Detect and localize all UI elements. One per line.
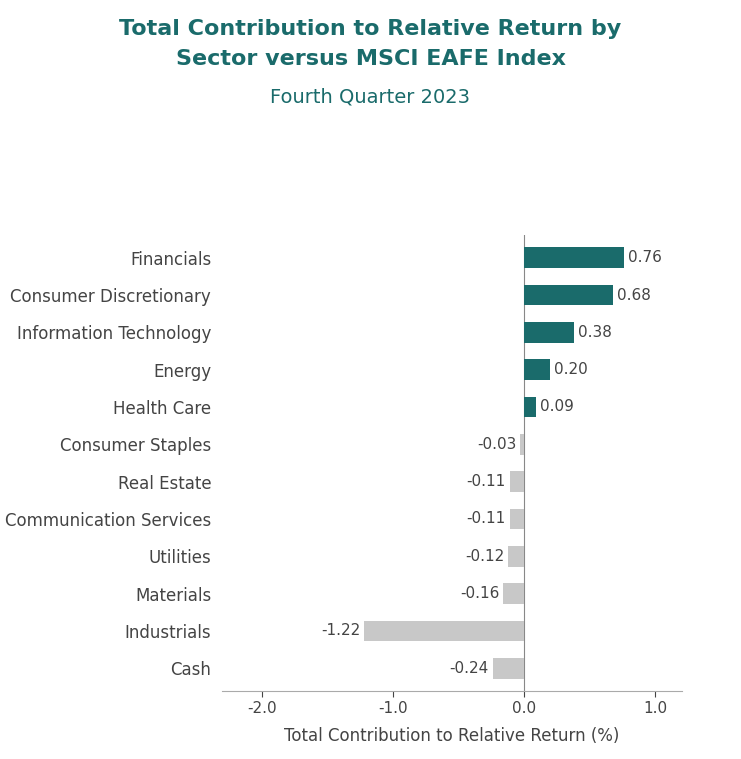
Text: -0.11: -0.11	[467, 474, 506, 489]
Bar	[364, 621, 524, 641]
Text: -0.12: -0.12	[465, 549, 505, 564]
Text: Sector versus MSCI EAFE Index: Sector versus MSCI EAFE Index	[176, 49, 565, 69]
Text: Fourth Quarter 2023: Fourth Quarter 2023	[270, 87, 471, 106]
Text: -1.22: -1.22	[321, 623, 360, 638]
Bar	[520, 434, 524, 455]
Text: -0.03: -0.03	[477, 437, 516, 452]
Text: -0.11: -0.11	[467, 512, 506, 527]
Bar	[510, 509, 524, 529]
Text: Total Contribution to Relative Return by: Total Contribution to Relative Return by	[119, 19, 622, 39]
Bar	[524, 285, 614, 305]
Bar	[524, 247, 624, 268]
Bar	[524, 360, 551, 380]
Text: 0.68: 0.68	[617, 288, 651, 303]
Bar	[510, 471, 524, 492]
X-axis label: Total Contribution to Relative Return (%): Total Contribution to Relative Return (%…	[285, 727, 619, 745]
Text: 0.09: 0.09	[540, 399, 574, 414]
Text: -0.24: -0.24	[450, 661, 489, 676]
Bar	[503, 584, 524, 604]
Bar	[524, 397, 536, 417]
Text: 0.38: 0.38	[578, 325, 612, 340]
Text: 0.76: 0.76	[628, 250, 662, 265]
Bar	[524, 322, 574, 342]
Text: -0.16: -0.16	[460, 586, 499, 601]
Bar	[508, 546, 524, 566]
Text: 0.20: 0.20	[554, 362, 588, 377]
Bar	[493, 658, 524, 679]
